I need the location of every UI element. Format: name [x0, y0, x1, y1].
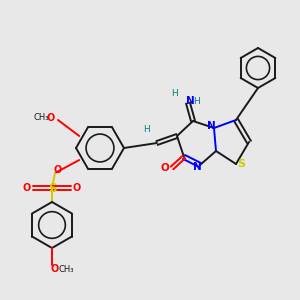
Text: CH₃: CH₃ [33, 113, 49, 122]
Text: H: H [172, 89, 178, 98]
Text: O: O [23, 183, 31, 193]
Text: H: H [142, 124, 149, 134]
Text: O: O [47, 113, 55, 123]
Text: O: O [160, 163, 169, 173]
Text: N: N [193, 162, 201, 172]
Text: H: H [194, 97, 200, 106]
Text: S: S [237, 159, 245, 169]
Text: S: S [48, 182, 56, 194]
Text: N: N [207, 121, 215, 131]
Text: N: N [186, 96, 194, 106]
Text: O: O [54, 165, 62, 175]
Text: O: O [73, 183, 81, 193]
Text: O: O [51, 264, 59, 274]
Text: CH₃: CH₃ [58, 265, 74, 274]
